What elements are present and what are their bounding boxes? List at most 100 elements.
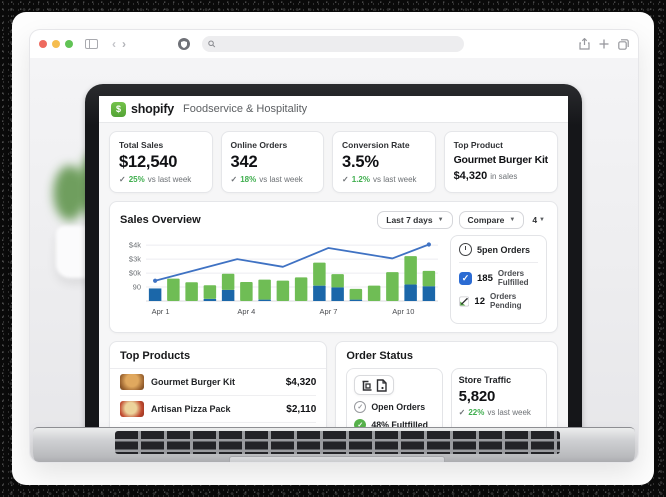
document-icon xyxy=(376,378,387,392)
browser-toolbar: ‹ › xyxy=(30,30,638,58)
stat-note: vs last week xyxy=(147,175,192,184)
pending-label: Orders Pending xyxy=(489,292,522,310)
compare-label: Compare xyxy=(467,215,505,225)
stat-delta: 18% xyxy=(240,175,257,184)
forward-button[interactable]: › xyxy=(122,37,126,51)
open-orders-row[interactable]: 5pen Orders xyxy=(459,243,538,256)
shopify-logo-icon: $ xyxy=(111,101,126,117)
product-thumbnail-pizza xyxy=(120,401,144,417)
open-orders-label: 5pen Orders xyxy=(477,244,531,255)
address-bar[interactable] xyxy=(202,36,464,52)
pending-count: 12 xyxy=(474,295,485,307)
orders-summary-panel: 5pen Orders ✓ 185 Orders Fulfilled xyxy=(450,235,547,324)
fulfilled-label: Orders Fulfilled xyxy=(497,269,529,287)
store-traffic-delta: 22% xyxy=(468,408,485,417)
product-thumbnail-burger xyxy=(120,374,144,390)
stat-note: vs last week xyxy=(259,175,303,184)
chevron-down-icon: ▼ xyxy=(437,217,444,223)
svg-text:$4k: $4k xyxy=(129,241,141,250)
mini-select[interactable]: 4 ▼ xyxy=(530,213,547,227)
stat-card-top-product: Top Product Gourmet Burger Kit $4,320 in … xyxy=(443,131,558,193)
divider xyxy=(459,262,538,263)
order-status-card: Order Status ✓ xyxy=(335,341,558,429)
product-row[interactable]: Artisan Pizza Pack $2,110 xyxy=(120,396,317,423)
search-icon xyxy=(208,40,216,48)
share-icon[interactable] xyxy=(579,38,590,50)
check-icon: ✓ xyxy=(230,175,238,184)
laptop-keyboard xyxy=(115,431,560,454)
stat-delta: 25% xyxy=(128,175,145,184)
sidebar-toggle-button[interactable] xyxy=(85,39,98,49)
new-tab-icon[interactable] xyxy=(599,39,609,49)
window-controls xyxy=(39,40,73,48)
clipboard-icon xyxy=(362,380,372,391)
circle-check-green-icon: ✓ xyxy=(354,419,367,429)
pending-pencil-icon xyxy=(459,295,470,307)
address-input[interactable] xyxy=(219,39,458,49)
back-button[interactable]: ‹ xyxy=(112,37,116,51)
zoom-window-button[interactable] xyxy=(65,40,73,48)
app-header: $ shopify Foodservice & Hospitality xyxy=(99,96,568,123)
check-icon: ✓ xyxy=(119,175,126,184)
store-traffic-value: 5,820 xyxy=(458,388,496,405)
sidebar-icon xyxy=(85,39,98,49)
product-name: Artisan Pizza Pack xyxy=(151,404,231,414)
store-traffic-note: vs last week xyxy=(487,408,531,417)
stat-card-online-orders: Online Orders 342 ✓ 18% vs last week xyxy=(220,131,325,193)
minimize-window-button[interactable] xyxy=(52,40,60,48)
product-price: $4,320 xyxy=(285,376,317,388)
stat-note: in sales xyxy=(490,172,518,181)
stat-note: vs last week xyxy=(372,175,417,184)
date-range-select[interactable]: Last 7 days ▼ xyxy=(377,211,453,229)
product-name: Gourmet Burger Kit xyxy=(151,377,236,387)
svg-text:90: 90 xyxy=(133,283,141,292)
hero-photo: $ shopify Foodservice & Hospitality Tota… xyxy=(30,58,638,462)
stat-amount: $4,320 xyxy=(453,170,488,182)
open-orders-status-label: Open Orders xyxy=(371,402,426,412)
dashboard-main: Total Sales $12,540 ✓ 25% vs last week Onl… xyxy=(99,123,568,429)
sales-chart-area: $4k $3k $0k 90 Apr 1 Apr 4 Apr 7 Apr 10 xyxy=(120,235,442,324)
laptop-trackpad xyxy=(229,456,445,462)
sales-overview-card: Sales Overview Last 7 days ▼ Compare ▼ xyxy=(109,201,558,333)
product-row[interactable]: Gourmet Burger Kit $4,320 xyxy=(120,369,317,396)
page-background: ‹ › xyxy=(12,12,654,485)
stat-value: Gourmet Burger Kit xyxy=(453,154,549,166)
fulfilled-count: 185 xyxy=(477,272,493,284)
sales-chart: $4k $3k $0k 90 Apr 1 Apr 4 Apr 7 Apr 10 xyxy=(129,241,438,316)
compare-select[interactable]: Compare ▼ xyxy=(458,211,525,229)
stat-label: Conversion Rate xyxy=(342,140,410,150)
brand-name: shopify xyxy=(131,102,175,116)
stats-row: Total Sales $12,540 ✓ 25% vs last week Onl… xyxy=(109,131,558,193)
browser-window: ‹ › xyxy=(30,30,638,462)
open-orders-status-row[interactable]: ✓ Open Orders xyxy=(354,401,434,413)
orders-fulfilled-row[interactable]: ✓ 185 Orders Fulfilled xyxy=(459,269,538,287)
close-window-button[interactable] xyxy=(39,40,47,48)
check-icon: ✓ xyxy=(458,408,466,417)
order-status-icons-box xyxy=(354,375,395,395)
fulfilled-status-row[interactable]: ✓ 48% Fultfilled xyxy=(354,419,434,429)
orders-pending-row[interactable]: 12 Orders Pending xyxy=(459,292,538,310)
privacy-shield-icon[interactable] xyxy=(178,38,190,50)
stat-label: Online Orders xyxy=(230,140,288,150)
order-status-title: Order Status xyxy=(346,350,413,362)
page-title: Foodservice & Hospitality xyxy=(183,103,308,115)
svg-text:$3k: $3k xyxy=(129,255,141,264)
svg-text:Apr 1: Apr 1 xyxy=(152,307,170,316)
divider xyxy=(110,368,327,369)
svg-text:Apr 4: Apr 4 xyxy=(237,307,255,316)
fulfilled-status-label: 48% Fultfilled xyxy=(371,420,429,429)
circle-check-icon: ✓ xyxy=(354,401,367,413)
tabs-overview-icon[interactable] xyxy=(618,38,629,50)
checkbox-checked-icon[interactable]: ✓ xyxy=(459,271,472,285)
stat-card-conversion-rate: Conversion Rate 3.5% ✓ 1.2% vs last week xyxy=(332,131,436,193)
stat-label: Top Product xyxy=(453,140,503,150)
order-status-subcard: ✓ Open Orders ✓ 48% Fultfilled xyxy=(346,368,443,429)
date-range-label: Last 7 days xyxy=(386,215,433,225)
store-traffic-label: Store Traffic xyxy=(458,375,512,385)
clock-icon xyxy=(459,243,472,256)
svg-text:Apr 10: Apr 10 xyxy=(392,307,414,316)
mini-select-label: 4 xyxy=(532,215,538,225)
top-products-title: Top Products xyxy=(120,350,191,362)
stat-value: 342 xyxy=(230,153,258,171)
